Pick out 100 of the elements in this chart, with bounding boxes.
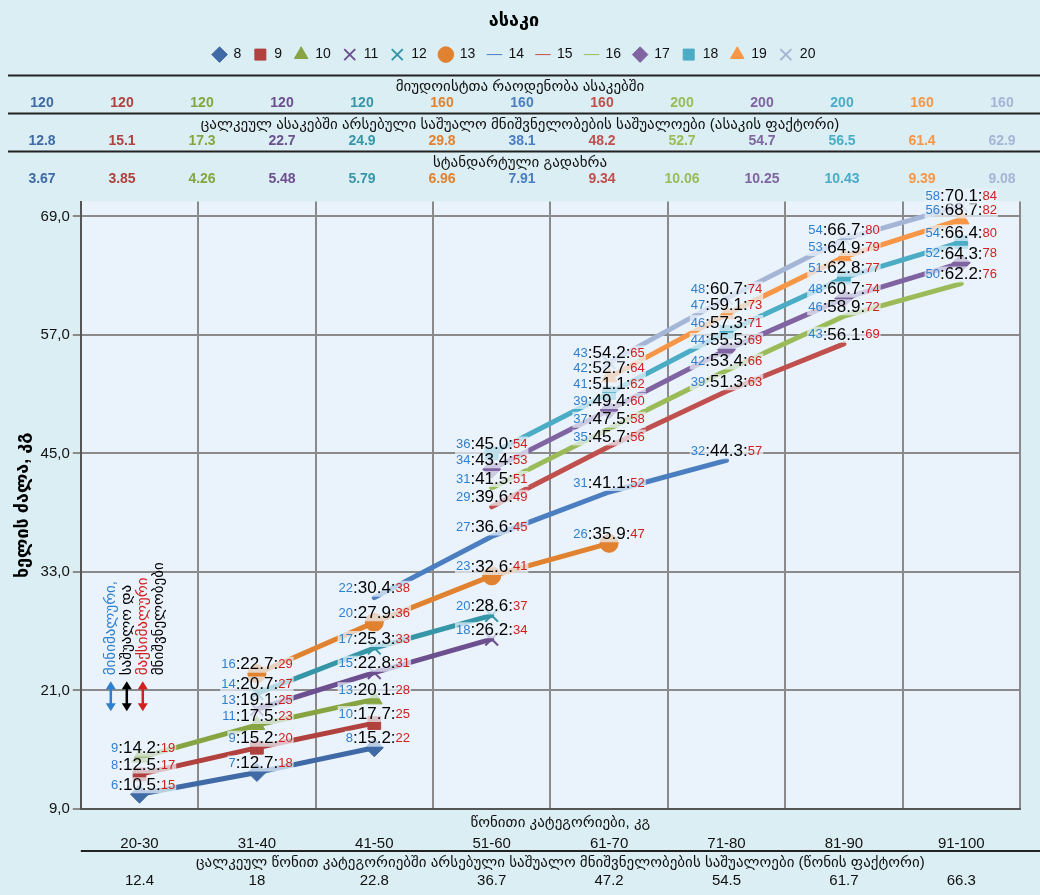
legend-title: ასაკი <box>488 9 540 30</box>
text: 120 <box>190 94 214 111</box>
data-label: 8:12.5:17 <box>111 755 176 775</box>
data-label: 53:64.9:79 <box>808 237 880 257</box>
x-tick-label: 61-70 <box>589 834 629 852</box>
data-label: 39:49.4:60 <box>573 390 645 410</box>
text: 17.3 <box>188 132 216 149</box>
text: 61.7 <box>829 871 859 889</box>
x-tick-label: 41-50 <box>355 834 394 852</box>
data-label: 47:59.1:73 <box>690 294 763 314</box>
legend-label: 20 <box>799 45 816 62</box>
legend-label: 14 <box>508 45 525 62</box>
text: 62.9 <box>988 132 1016 149</box>
y-tick-label: 57,0 <box>40 325 70 343</box>
data-label: 31:41.5:51 <box>455 468 528 488</box>
legend-label: 18 <box>702 45 719 62</box>
data-label: 13:20.1:28 <box>338 680 411 700</box>
text: 22.7 <box>268 132 296 149</box>
text: 160 <box>990 94 1014 111</box>
text: 54.5 <box>711 871 742 889</box>
x-tick-label: 71-80 <box>707 834 746 852</box>
text: 29.8 <box>428 132 456 149</box>
text: 12.8 <box>28 132 56 149</box>
text: 9.34 <box>588 170 616 187</box>
text: 120 <box>350 94 374 111</box>
legend-label: 9 <box>274 45 283 62</box>
data-label: 54:66.7:80 <box>808 219 880 239</box>
text: ცალკეულ წონით კატეგორიებში არსებული საშუალო მნიშვნელობების საშუალოები (წონის ფაქტორი) <box>196 853 925 871</box>
text: 24.9 <box>348 132 376 149</box>
data-label: 11:17.5:23 <box>222 705 293 725</box>
text: 120 <box>110 94 134 111</box>
data-label: 32:44.3:57 <box>690 441 763 461</box>
text: 120 <box>270 94 294 111</box>
text: 10.43 <box>824 170 860 187</box>
text: 3.67 <box>28 170 56 187</box>
text: ცალკეულ ასაკებში არსებული საშუალო მნიშვნელობების საშუალოები (ასაკის ფაქტორი) <box>200 114 840 132</box>
data-label: 37:47.5:58 <box>573 409 645 429</box>
legend-label: 8 <box>233 45 242 62</box>
data-label: 54:66.4:80 <box>925 222 998 242</box>
data-label: 17:25.3:33 <box>338 628 411 648</box>
legend-label: 11 <box>363 45 379 62</box>
data-label: 46:57.3:71 <box>690 312 763 332</box>
legend-label: 16 <box>605 45 622 62</box>
data-label: 13:19.1:25 <box>221 689 293 709</box>
data-label: 20:28.6:37 <box>455 596 528 616</box>
text: 120 <box>30 94 54 111</box>
data-label: 15:22.8:31 <box>338 653 411 673</box>
text: 7.91 <box>508 170 536 187</box>
text: 48.2 <box>588 132 616 149</box>
text: 36.7 <box>477 871 507 889</box>
text: 47.2 <box>594 871 624 889</box>
text: 10.06 <box>664 170 700 187</box>
data-label: 52:64.3:78 <box>925 243 998 263</box>
data-label: 16:22.7:29 <box>221 654 293 674</box>
text: 5.79 <box>348 170 376 187</box>
legend-label: 17 <box>654 45 670 62</box>
x-tick-label: 20-30 <box>120 834 159 852</box>
data-label: 9:14.2:19 <box>111 738 176 758</box>
data-label: 51:62.8:77 <box>808 258 880 278</box>
legend-label: 13 <box>459 45 476 62</box>
legend-label: 10 <box>315 45 331 62</box>
y-tick-label: 9,0 <box>48 799 70 817</box>
text: 160 <box>590 94 614 111</box>
text: 5.48 <box>268 170 296 187</box>
data-label: 22:30.4:38 <box>338 578 411 598</box>
text: 200 <box>670 94 694 111</box>
data-label: 9:15.2:20 <box>228 728 293 748</box>
data-label: 41:51.1:62 <box>573 373 645 393</box>
y-axis-title: ხელის ძალა, კგ <box>11 432 32 579</box>
data-label: 29:39.6:49 <box>455 487 528 507</box>
text: 160 <box>910 94 934 111</box>
text: 12.4 <box>124 871 155 889</box>
data-label: 46:58.9:72 <box>808 296 880 316</box>
data-label: 48:60.7:74 <box>690 279 763 299</box>
text: 15.1 <box>108 132 136 149</box>
x-tick-label: 91-100 <box>937 834 985 852</box>
data-label: 27:36.6:45 <box>455 517 528 537</box>
y-tick-label: 45,0 <box>40 443 70 461</box>
text: მიუდოისტთა რაოდენობა ასაკებში <box>395 76 645 94</box>
legend-label: 15 <box>556 45 573 62</box>
x-tick-label: 31-40 <box>237 834 277 852</box>
text: 4.26 <box>188 170 216 187</box>
data-label: 23:32.6:41 <box>455 556 528 576</box>
legend-label: 12 <box>411 45 428 62</box>
y-tick-label: 69,0 <box>40 206 70 224</box>
x-axis-title: წონითი კატეგორიები, კგ <box>470 813 651 831</box>
data-label: 34:43.4:53 <box>455 449 528 469</box>
text: 54.7 <box>748 132 776 149</box>
data-label: 26:35.9:47 <box>573 524 645 544</box>
text: 38.1 <box>508 132 536 149</box>
text: 160 <box>430 94 454 111</box>
text: 56.5 <box>828 132 856 149</box>
data-label: 7:12.7:18 <box>228 753 293 773</box>
data-label: 42:53.4:66 <box>690 351 763 371</box>
text: 66.3 <box>946 871 976 889</box>
text: 160 <box>510 94 534 111</box>
text: 52.7 <box>668 132 696 149</box>
data-label: 35:45.7:56 <box>573 427 645 447</box>
data-label: 36:45.0:54 <box>455 434 528 454</box>
data-label: 10:17.7:25 <box>338 703 411 723</box>
